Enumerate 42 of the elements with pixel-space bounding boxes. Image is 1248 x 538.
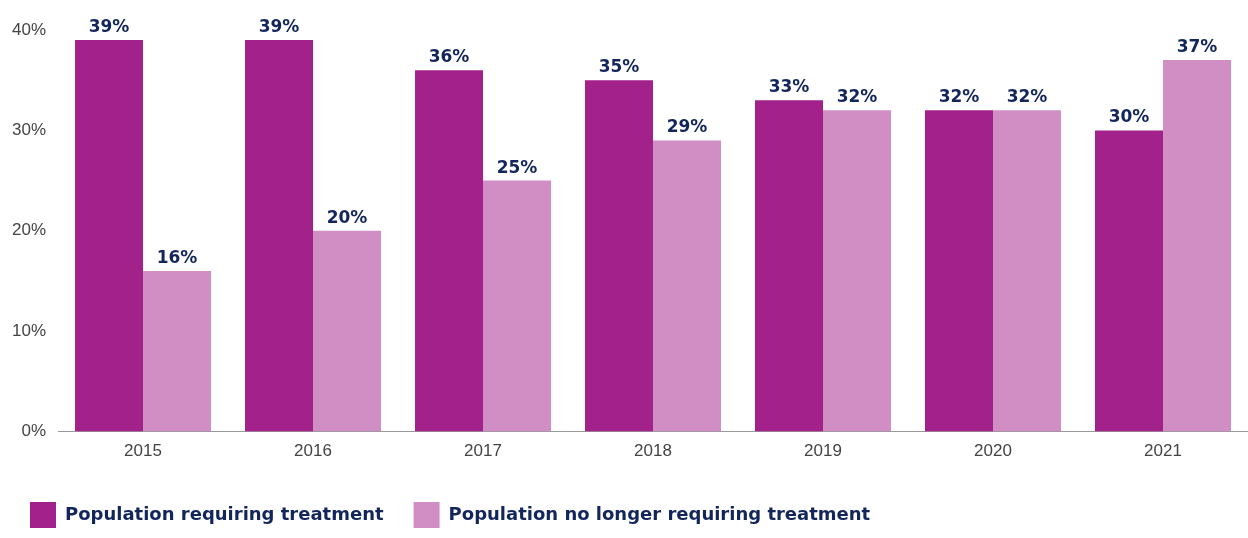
data-label: 36% bbox=[428, 46, 470, 67]
data-label: 16% bbox=[156, 246, 198, 267]
bar bbox=[993, 110, 1061, 432]
x-tick-label: 2016 bbox=[294, 441, 332, 461]
bar bbox=[1163, 60, 1231, 432]
bar bbox=[245, 40, 314, 432]
data-label: 37% bbox=[1176, 36, 1218, 57]
y-tick-label: 0% bbox=[21, 421, 47, 441]
bar bbox=[823, 110, 892, 432]
bar bbox=[755, 100, 824, 432]
legend-label: Population no longer requiring treatment bbox=[448, 502, 871, 524]
bar bbox=[653, 140, 722, 432]
data-label: 35% bbox=[598, 56, 640, 77]
bar bbox=[313, 230, 382, 432]
data-label: 33% bbox=[768, 76, 810, 97]
bar bbox=[415, 70, 484, 432]
bar bbox=[925, 110, 994, 432]
x-tick-label: 2020 bbox=[974, 441, 1012, 461]
legend-label: Population requiring treatment bbox=[65, 502, 384, 524]
bar bbox=[483, 180, 552, 432]
bar bbox=[1095, 130, 1163, 432]
data-label: 39% bbox=[258, 15, 300, 36]
x-tick-label: 2015 bbox=[124, 441, 162, 461]
data-label: 32% bbox=[1006, 86, 1048, 107]
data-label: 39% bbox=[88, 15, 130, 36]
data-label: 20% bbox=[326, 206, 368, 227]
data-label: 30% bbox=[1108, 106, 1150, 127]
bar bbox=[143, 270, 212, 432]
data-label: 32% bbox=[938, 86, 980, 107]
y-tick-label: 40% bbox=[11, 19, 47, 39]
x-tick-label: 2021 bbox=[1144, 441, 1182, 461]
y-tick-label: 10% bbox=[11, 320, 47, 340]
x-tick-label: 2017 bbox=[464, 441, 502, 461]
x-tick-label: 2018 bbox=[634, 441, 672, 461]
y-tick-label: 30% bbox=[11, 120, 47, 140]
y-tick-label: 20% bbox=[11, 220, 47, 240]
x-tick-label: 2019 bbox=[804, 441, 842, 461]
bar bbox=[585, 80, 654, 432]
data-label: 32% bbox=[836, 86, 878, 107]
bar bbox=[75, 40, 144, 432]
data-label: 25% bbox=[496, 156, 538, 177]
data-label: 29% bbox=[666, 116, 708, 137]
